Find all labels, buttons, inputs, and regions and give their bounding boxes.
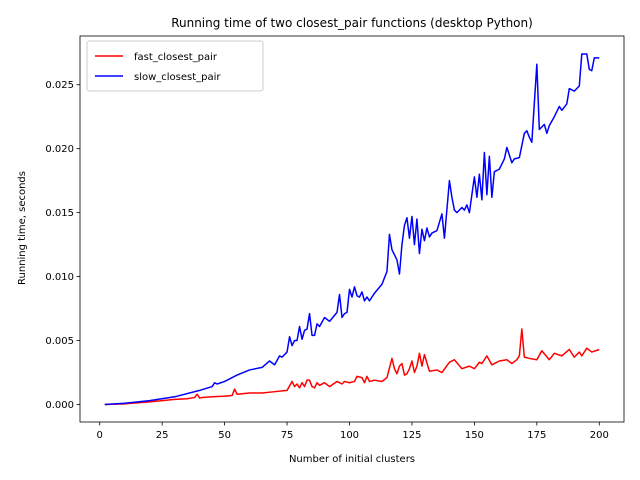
y-tick-label: 0.015: [45, 208, 74, 219]
series-line-slow_closest_pair: [104, 53, 600, 406]
x-tick-label: 0: [97, 430, 103, 441]
y-tick-label: 0.000: [45, 400, 74, 411]
y-tick-label: 0.020: [45, 144, 74, 155]
y-tick-label: 0.005: [45, 336, 74, 347]
y-tick-label: 0.010: [45, 272, 74, 283]
x-tick-label: 125: [402, 430, 421, 441]
axes-layer: 0 25 50 75 100 125 150 175 200 0.000 0.005 0.010 0.0…: [45, 35, 625, 441]
x-tick-label: 150: [465, 430, 484, 441]
x-tick-label: 75: [281, 430, 294, 441]
chart-title: Running time of two closest_pair functio…: [171, 16, 533, 30]
legend-label-slow_closest_pair: slow_closest_pair: [134, 72, 221, 83]
series-line-fast_closest_pair: [104, 328, 600, 406]
legend-label-fast_closest_pair: fast_closest_pair: [134, 52, 218, 63]
x-tick-label: 25: [156, 430, 169, 441]
x-tick-label: 200: [590, 430, 609, 441]
legend-box: [86, 40, 264, 92]
x-tick-label: 100: [340, 430, 359, 441]
legend: fast_closest_pair slow_closest_pair: [86, 40, 264, 92]
y-tick-label: 0.025: [45, 80, 74, 91]
x-tick-label: 50: [218, 430, 231, 441]
y-axis-label: Running time, seconds: [17, 171, 28, 285]
series-layer: [104, 53, 600, 406]
x-tick-label: 175: [527, 430, 546, 441]
x-axis-label: Number of initial clusters: [289, 454, 415, 465]
plot-frame: [79, 35, 625, 423]
